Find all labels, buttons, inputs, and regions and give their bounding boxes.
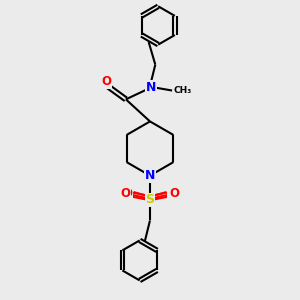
Text: N: N: [146, 81, 156, 94]
Text: S: S: [146, 193, 154, 206]
Text: O: O: [101, 75, 111, 88]
Text: O: O: [169, 187, 179, 200]
Text: CH₃: CH₃: [174, 86, 192, 95]
Text: O: O: [121, 187, 130, 200]
Text: N: N: [145, 169, 155, 182]
Text: O: O: [122, 187, 132, 200]
Text: O: O: [168, 187, 178, 200]
